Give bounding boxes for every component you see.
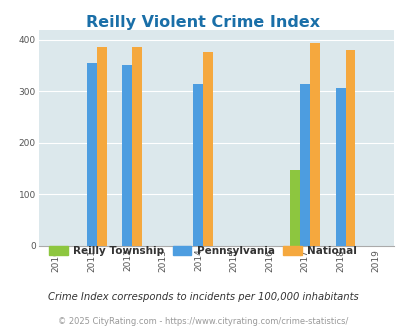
Bar	[290, 170, 299, 246]
Bar	[309, 43, 319, 246]
Bar	[345, 50, 355, 246]
Bar	[122, 65, 132, 246]
Bar	[97, 47, 107, 246]
Bar	[132, 47, 142, 246]
Legend: Reilly Township, Pennsylvania, National: Reilly Township, Pennsylvania, National	[45, 242, 360, 260]
Bar	[299, 84, 309, 246]
Bar	[87, 63, 97, 246]
Text: © 2025 CityRating.com - https://www.cityrating.com/crime-statistics/: © 2025 CityRating.com - https://www.city…	[58, 317, 347, 326]
Bar	[203, 52, 213, 246]
Bar	[335, 88, 345, 246]
Text: Reilly Violent Crime Index: Reilly Violent Crime Index	[86, 15, 319, 30]
Bar	[193, 84, 203, 246]
Text: Crime Index corresponds to incidents per 100,000 inhabitants: Crime Index corresponds to incidents per…	[47, 292, 358, 302]
